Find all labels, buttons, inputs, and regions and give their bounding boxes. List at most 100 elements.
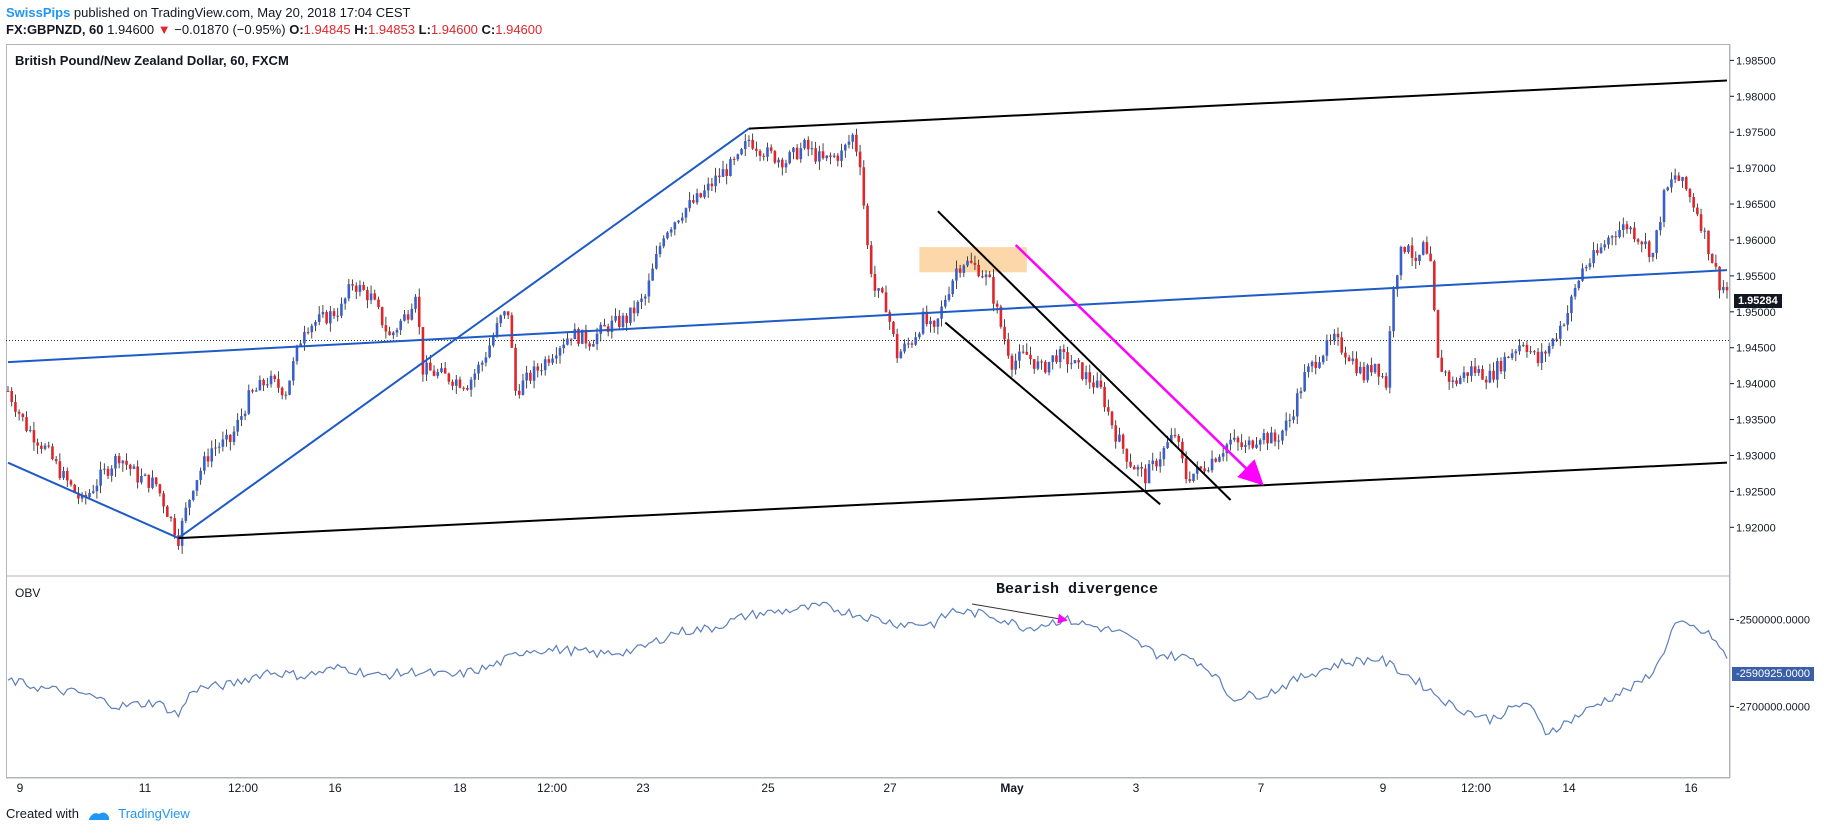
candle-body bbox=[718, 175, 721, 177]
candle-body bbox=[1169, 434, 1173, 443]
candle-body bbox=[818, 151, 821, 162]
candle-body bbox=[777, 159, 780, 163]
candles-layer bbox=[6, 128, 1729, 554]
candle-body bbox=[1121, 434, 1125, 449]
candle-body bbox=[258, 379, 262, 391]
drawings-layer bbox=[7, 79, 1728, 540]
published-text: published on TradingView.com, May 20, 20… bbox=[70, 5, 411, 20]
price-tick-label: 1.93500 bbox=[1736, 415, 1776, 427]
candle-body bbox=[1514, 351, 1518, 354]
price-axis[interactable]: 1.92000 1.92500 1.93000 1.93500 1.94000 1.945… bbox=[1730, 55, 1810, 713]
candle-body bbox=[1529, 351, 1532, 353]
candle-body bbox=[1355, 358, 1358, 374]
author-link[interactable]: SwissPips bbox=[6, 5, 71, 20]
candle-body bbox=[669, 229, 673, 233]
trendline-blue bbox=[177, 127, 750, 539]
candle-body bbox=[243, 413, 247, 417]
candle-body bbox=[195, 480, 199, 491]
candle-body bbox=[525, 372, 528, 381]
candle-body bbox=[154, 477, 158, 485]
candle-body bbox=[217, 446, 221, 448]
candle-body bbox=[1603, 244, 1607, 248]
candle-body bbox=[1666, 187, 1670, 191]
candle-body bbox=[747, 139, 751, 142]
candle-body bbox=[228, 434, 232, 443]
divergence-annotation: Bearish divergence bbox=[996, 581, 1159, 598]
symbol-label[interactable]: FX:GBPNZD, 60 bbox=[6, 22, 104, 37]
candle-body bbox=[1088, 372, 1092, 383]
candle-body bbox=[1703, 230, 1707, 232]
candle-body bbox=[921, 311, 925, 334]
divergence-arrow bbox=[971, 603, 1068, 624]
candle-body bbox=[847, 141, 851, 145]
candle-body bbox=[69, 480, 73, 485]
candle-body bbox=[447, 373, 451, 382]
candle-body bbox=[792, 147, 795, 153]
candle-body bbox=[825, 155, 829, 159]
candle-body bbox=[199, 470, 202, 481]
candle-body bbox=[514, 347, 517, 391]
candle-body bbox=[1336, 333, 1340, 338]
candle-body bbox=[1258, 440, 1262, 445]
candle-body bbox=[1021, 351, 1025, 353]
close-label: C: bbox=[481, 22, 496, 37]
candle-body bbox=[1573, 287, 1577, 297]
price-tick-label: 1.95000 bbox=[1736, 307, 1776, 319]
candle-body bbox=[532, 366, 536, 381]
candle-body bbox=[1403, 246, 1406, 253]
candle-body bbox=[1721, 286, 1725, 291]
candle-body bbox=[855, 134, 858, 152]
candle-body bbox=[136, 466, 139, 483]
candle-body bbox=[1358, 366, 1362, 374]
candle-body bbox=[640, 298, 643, 302]
candle-body bbox=[369, 293, 373, 301]
candle-body bbox=[62, 470, 65, 478]
chart-frame[interactable] bbox=[6, 44, 1730, 778]
candle-body bbox=[180, 520, 184, 546]
candle-body bbox=[1177, 435, 1180, 442]
candle-body bbox=[1077, 360, 1080, 363]
candle-body bbox=[336, 315, 340, 317]
candle-body bbox=[558, 348, 562, 356]
candle-body bbox=[210, 448, 214, 462]
candle-body bbox=[1010, 355, 1014, 370]
candle-body bbox=[766, 147, 769, 157]
candle-body bbox=[451, 381, 454, 386]
time-tick-label: 3 bbox=[1133, 781, 1140, 795]
candle-body bbox=[888, 312, 892, 322]
candle-body bbox=[1129, 461, 1132, 467]
candle-body bbox=[866, 205, 869, 246]
candle-body bbox=[773, 151, 777, 163]
candle-body bbox=[1607, 237, 1610, 245]
candle-body bbox=[951, 280, 955, 295]
candle-body bbox=[1699, 214, 1703, 231]
candle-body bbox=[1388, 331, 1392, 388]
candle-body bbox=[1444, 371, 1447, 373]
candle-body bbox=[373, 293, 377, 300]
candle-body bbox=[1488, 370, 1492, 383]
candle-body bbox=[158, 484, 162, 494]
candle-body bbox=[254, 390, 258, 392]
candle-body bbox=[1614, 236, 1618, 238]
candle-body bbox=[1325, 340, 1329, 356]
candle-body bbox=[714, 175, 717, 187]
candle-body bbox=[858, 151, 862, 168]
candle-body bbox=[262, 379, 265, 386]
candle-body bbox=[188, 499, 191, 508]
candle-body bbox=[377, 299, 380, 308]
candle-body bbox=[1477, 369, 1481, 373]
candle-body bbox=[636, 301, 640, 314]
candle-body bbox=[1051, 355, 1055, 362]
candle-body bbox=[388, 331, 391, 336]
tradingview-logo-icon[interactable] bbox=[83, 806, 115, 821]
candle-body bbox=[1236, 437, 1240, 443]
time-axis[interactable]: 9 11 12:00 16 18 12:00 23 25 27 May 3 7 9 12:00 14 16 bbox=[6, 777, 1730, 795]
price-change: −0.01870 (−0.95%) bbox=[174, 22, 286, 37]
candle-body bbox=[1592, 250, 1595, 264]
candle-body bbox=[1151, 460, 1155, 465]
candle-body bbox=[1507, 356, 1510, 358]
tradingview-link[interactable]: TradingView bbox=[118, 806, 190, 821]
candle-body bbox=[1670, 179, 1673, 188]
price-tick-label: 1.97500 bbox=[1736, 127, 1776, 139]
